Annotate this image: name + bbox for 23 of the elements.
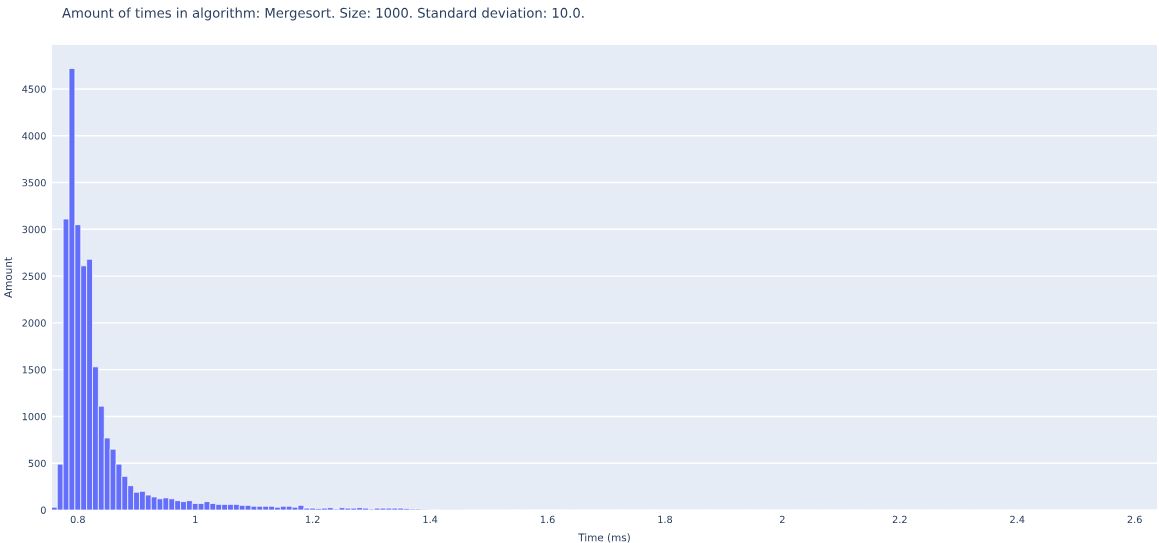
y-tick-label: 500 (28, 459, 46, 468)
x-tick-label: 1.8 (658, 515, 673, 524)
y-tick-label: 3000 (22, 225, 46, 234)
y-tick-label: 2000 (22, 319, 46, 327)
y-tick-label: 0 (40, 506, 46, 514)
chart-title: Amount of times in algorithm: Mergesort. Size: 1000. Standard deviation: 10.0. (62, 7, 584, 21)
y-tick-label: 1500 (22, 366, 46, 374)
x-tick-label: 1 (193, 515, 198, 523)
x-tick-label: 2.4 (1010, 515, 1025, 523)
x-tick-label: 1.6 (540, 515, 555, 524)
y-axis-title: Amount (4, 257, 12, 298)
x-tick-label: 0.8 (70, 515, 85, 524)
x-tick-label: 1.2 (306, 515, 320, 523)
y-tick-label: 2500 (22, 272, 46, 280)
x-axis-title: Time (ms) (578, 533, 630, 543)
y-tick-label: 4000 (22, 132, 46, 140)
x-tick-label: 2 (780, 515, 785, 523)
x-tick-label: 1.4 (423, 515, 438, 523)
x-tick-label: 2.6 (1127, 515, 1142, 524)
y-tick-label: 4500 (22, 85, 46, 93)
y-tick-label: 1000 (22, 412, 46, 421)
x-tick-label: 2.2 (892, 515, 907, 523)
y-tick-label: 3500 (22, 179, 46, 187)
